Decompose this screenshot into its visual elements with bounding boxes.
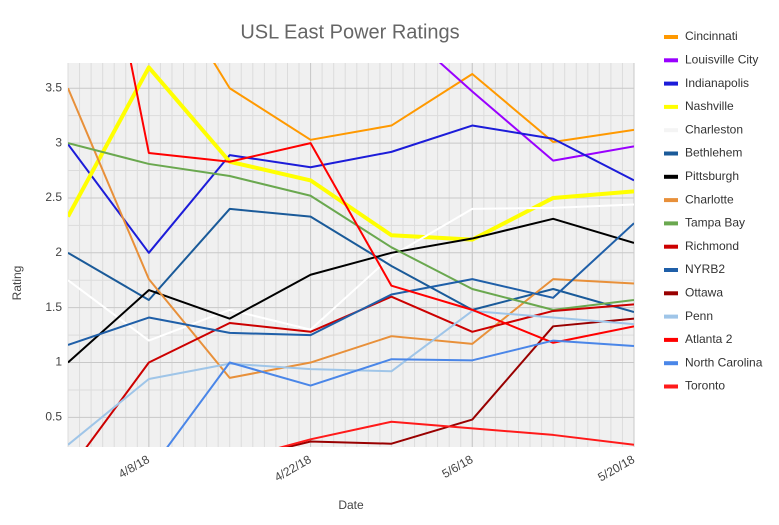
y-axis-label: Rating: [10, 266, 24, 301]
y-tick-label: 1: [55, 355, 62, 369]
series-line: [166, 339, 634, 447]
chart-title: USL East Power Ratings: [240, 21, 459, 43]
legend-label: Charleston: [685, 122, 743, 136]
legend-label: Pittsburgh: [685, 169, 739, 183]
series-line: [438, 63, 634, 162]
series-line: [278, 420, 634, 447]
y-tick-label: 2.5: [45, 190, 62, 204]
legend-label: Ottawa: [685, 285, 723, 299]
legend-label: Indianapolis: [685, 76, 749, 90]
series-line: [68, 65, 634, 242]
y-tick-label: 3: [55, 135, 62, 149]
legend-label: Atlanta 2: [685, 332, 733, 346]
series-line: [68, 203, 634, 342]
legend-label: Nashville: [685, 99, 734, 113]
x-tick-label: 4/22/18: [272, 452, 314, 484]
legend-label: Tampa Bay: [685, 216, 745, 230]
legend-label: North Carolina: [685, 355, 763, 369]
series-line: [129, 63, 634, 344]
y-tick-label: 0.5: [45, 410, 62, 424]
legend-label: Bethlehem: [685, 146, 742, 160]
legend-label: NYRB2: [685, 262, 725, 276]
legend-label: Louisville City: [685, 52, 758, 66]
x-tick-label: 4/8/18: [116, 452, 152, 481]
series-line: [283, 317, 634, 447]
series-line: [68, 142, 634, 311]
x-axis-label: Date: [338, 498, 364, 512]
legend-label: Richmond: [685, 239, 739, 253]
y-tick-label: 2: [55, 245, 62, 259]
series-line: [68, 222, 634, 346]
series-line: [68, 207, 634, 314]
legend-label: Charlotte: [685, 192, 734, 206]
series-line: [68, 124, 634, 254]
series-line: [213, 63, 634, 143]
x-tick-label: 5/6/18: [439, 452, 475, 481]
legend-label: Toronto: [685, 379, 725, 393]
series-line: [68, 309, 634, 446]
x-tick-label: 5/20/18: [595, 452, 637, 484]
y-tick-label: 1.5: [45, 300, 62, 314]
plot-area: [68, 63, 634, 447]
series-line: [68, 87, 634, 379]
legend-label: Penn: [685, 309, 713, 323]
y-tick-label: 3.5: [45, 80, 62, 94]
legend-label: Cincinnati: [685, 29, 738, 43]
